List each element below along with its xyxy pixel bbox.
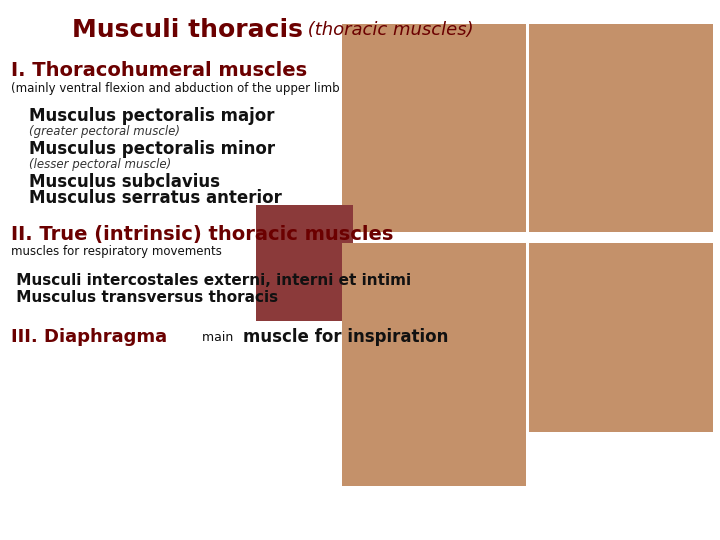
Text: Musculi intercostales externi, interni et intimi: Musculi intercostales externi, interni e…: [11, 273, 411, 288]
Text: Musculi thoracis: Musculi thoracis: [71, 18, 302, 42]
Text: (thoracic muscles): (thoracic muscles): [302, 21, 474, 39]
Bar: [256, 205, 353, 321]
Text: main: main: [198, 331, 237, 344]
Text: (lesser pectoral muscle): (lesser pectoral muscle): [29, 158, 171, 171]
Text: muscle for inspiration: muscle for inspiration: [243, 328, 448, 347]
Text: III. Diaphragma: III. Diaphragma: [11, 328, 167, 347]
Text: Musculus serratus anterior: Musculus serratus anterior: [29, 188, 282, 207]
Bar: [529, 24, 713, 232]
Text: II. True (intrinsic) thoracic muscles: II. True (intrinsic) thoracic muscles: [11, 225, 393, 245]
Text: (mainly ventral flexion and abduction of the upper limb: (mainly ventral flexion and abduction of…: [11, 82, 339, 94]
Bar: [342, 24, 526, 232]
Bar: [529, 243, 713, 432]
Text: (greater pectoral muscle): (greater pectoral muscle): [29, 125, 180, 138]
Text: Musculus transversus thoracis: Musculus transversus thoracis: [11, 289, 278, 305]
Bar: [342, 243, 526, 486]
Text: I. Thoracohumeral muscles: I. Thoracohumeral muscles: [11, 60, 307, 80]
Text: Musculus pectoralis minor: Musculus pectoralis minor: [29, 140, 275, 158]
Text: Musculus subclavius: Musculus subclavius: [29, 173, 220, 191]
Text: muscles for respiratory movements: muscles for respiratory movements: [11, 245, 222, 258]
Text: Musculus pectoralis major: Musculus pectoralis major: [29, 106, 274, 125]
